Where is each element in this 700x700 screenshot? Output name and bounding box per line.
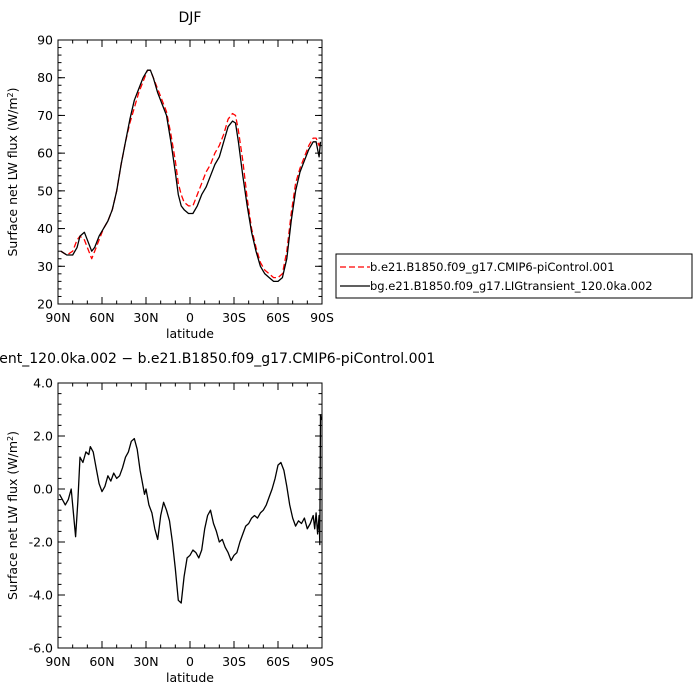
y-tick-label: 4.0 bbox=[33, 376, 53, 391]
y-tick-label: 20 bbox=[37, 297, 53, 312]
top-y-axis-title: Surface net LW flux (W/m2) bbox=[5, 87, 20, 256]
top-x-axis-title: latitude bbox=[166, 326, 214, 341]
top-y-axis-title-sup: 2 bbox=[6, 92, 15, 97]
top-plot-frame bbox=[57, 39, 323, 305]
top-series-lines bbox=[60, 69, 322, 283]
y-tick-label: 50 bbox=[37, 183, 53, 198]
y-tick-label: -6.0 bbox=[29, 641, 53, 656]
y-tick-label: 30 bbox=[37, 259, 53, 274]
x-tick-label: 30S bbox=[222, 310, 246, 325]
legend-label-0: b.e21.B1850.f09_g17.CMIP6-piControl.001 bbox=[370, 260, 615, 274]
series-line-0 bbox=[60, 69, 322, 279]
top-axis-ticks bbox=[57, 39, 323, 305]
x-tick-label: 30N bbox=[133, 654, 158, 669]
bottom-axis-ticks bbox=[57, 382, 323, 649]
bottom-x-tick-labels: 90N 60N 30N 0 30S 60S 90S bbox=[45, 654, 334, 669]
x-tick-label: 90S bbox=[310, 654, 334, 669]
y-tick-label: 60 bbox=[37, 146, 53, 161]
x-tick-label: 90N bbox=[45, 654, 70, 669]
bottom-y-axis-title-main: Surface net LW flux (W/m bbox=[5, 441, 20, 600]
top-y-axis-title-main: Surface net LW flux (W/m bbox=[5, 97, 20, 256]
y-tick-label: -4.0 bbox=[29, 588, 53, 603]
x-tick-label: 0 bbox=[186, 654, 194, 669]
top-y-axis-title-close: ) bbox=[5, 87, 20, 92]
top-panel-title: DJF bbox=[179, 10, 202, 26]
y-tick-label: 70 bbox=[37, 108, 53, 123]
x-tick-label: 60S bbox=[266, 310, 290, 325]
bottom-panel-title: lGtransient_120.0ka.002 − b.e21.B1850.f0… bbox=[0, 351, 435, 367]
top-y-tick-labels: 20 30 40 50 60 70 80 90 bbox=[37, 33, 53, 312]
bottom-y-axis-title-close: ) bbox=[5, 431, 20, 436]
y-tick-label: 2.0 bbox=[33, 429, 53, 444]
legend-box bbox=[335, 253, 693, 299]
bottom-plot-frame bbox=[57, 382, 323, 649]
x-tick-label: 90N bbox=[45, 310, 70, 325]
bottom-y-tick-labels: -6.0 -4.0 -2.0 0.0 2.0 4.0 bbox=[29, 376, 53, 656]
x-tick-label: 90S bbox=[310, 310, 334, 325]
legend: b.e21.B1850.f09_g17.CMIP6-piControl.001b… bbox=[340, 260, 653, 293]
x-tick-label: 60N bbox=[89, 310, 114, 325]
bottom-series-lines bbox=[58, 414, 322, 604]
series-line-0 bbox=[58, 414, 322, 604]
x-tick-label: 60S bbox=[266, 654, 290, 669]
bottom-y-axis-title-sup: 2 bbox=[6, 436, 15, 441]
bottom-panel: lGtransient_120.0ka.002 − b.e21.B1850.f0… bbox=[0, 351, 435, 685]
y-tick-label: 80 bbox=[37, 70, 53, 85]
x-tick-label: 60N bbox=[89, 654, 114, 669]
y-tick-label: 90 bbox=[37, 33, 53, 48]
x-tick-label: 0 bbox=[186, 310, 194, 325]
x-tick-label: 30S bbox=[222, 654, 246, 669]
y-tick-label: 40 bbox=[37, 221, 53, 236]
y-tick-label: 0.0 bbox=[33, 482, 53, 497]
bottom-x-axis-title: latitude bbox=[166, 670, 214, 685]
bottom-y-axis-title: Surface net LW flux (W/m2) bbox=[5, 431, 20, 600]
y-tick-label: -2.0 bbox=[29, 535, 53, 550]
top-panel: DJF 90N 60N 30N 0 30S 60S 90S 20 30 40 50 60 70 80 90… bbox=[5, 10, 693, 341]
legend-label-1: bg.e21.B1850.f09_g17.LIGtransient_120.0k… bbox=[370, 279, 653, 293]
top-x-tick-labels: 90N 60N 30N 0 30S 60S 90S bbox=[45, 310, 334, 325]
series-line-1 bbox=[60, 69, 322, 283]
x-tick-label: 30N bbox=[133, 310, 158, 325]
